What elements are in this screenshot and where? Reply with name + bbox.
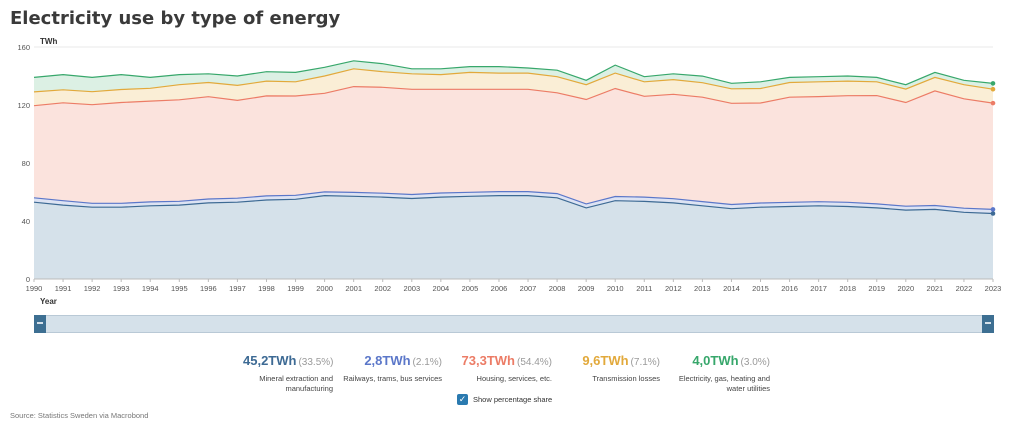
x-tick-label: 2019 bbox=[868, 284, 885, 293]
x-tick-label: 1999 bbox=[287, 284, 304, 293]
x-tick-label: 2003 bbox=[403, 284, 420, 293]
series-line bbox=[33, 191, 994, 210]
legend-label: Electricity, gas, heating and water util… bbox=[678, 374, 770, 393]
legend-percentage: (33.5%) bbox=[298, 357, 334, 368]
series-line bbox=[33, 60, 994, 86]
legend-value-row: 2,8TWh (2.1%) bbox=[342, 352, 442, 370]
legend-item[interactable]: 45,2TWh (33.5%) Mineral extraction and man… bbox=[243, 352, 333, 394]
legend-value: 2,8TWh bbox=[364, 353, 411, 368]
x-tick-label: 2011 bbox=[636, 284, 652, 293]
series-area bbox=[34, 195, 993, 279]
legend-percentage: (2.1%) bbox=[412, 357, 442, 368]
legend-value-row: 4,0TWh (3.0%) bbox=[670, 352, 770, 370]
x-tick-label: 2002 bbox=[374, 284, 391, 293]
checkbox-checked-icon[interactable]: ✓ bbox=[457, 394, 468, 405]
x-tick-label: 2021 bbox=[927, 284, 944, 293]
toggle-label: Show percentage share bbox=[473, 395, 553, 404]
x-tick-label: 2015 bbox=[752, 284, 769, 293]
range-navigator[interactable] bbox=[34, 315, 994, 333]
legend-item[interactable]: 9,6TWh (7.1%) Transmission losses bbox=[570, 352, 660, 384]
x-tick-label: 2013 bbox=[694, 284, 711, 293]
legend-value-row: 45,2TWh (33.5%) bbox=[243, 352, 333, 370]
legend-percentage: (54.4%) bbox=[516, 357, 552, 368]
series-end-marker bbox=[990, 81, 996, 86]
source-note: Source: Statistics Sweden via Macrobond bbox=[10, 411, 149, 420]
series-line bbox=[33, 68, 994, 93]
x-tick-label: 2016 bbox=[781, 284, 798, 293]
x-tick-label: 2001 bbox=[345, 284, 362, 293]
legend-value: 4,0TWh bbox=[692, 353, 739, 368]
legend-item[interactable]: 2,8TWh (2.1%) Railways, trams, bus service… bbox=[342, 352, 442, 384]
x-tick-label: 2000 bbox=[316, 284, 333, 293]
x-tick-label: 1998 bbox=[258, 284, 275, 293]
legend-label: Housing, services, etc. bbox=[476, 374, 552, 383]
legend-value-row: 9,6TWh (7.1%) bbox=[570, 352, 660, 370]
series-area bbox=[34, 60, 993, 92]
percentage-share-toggle[interactable]: ✓ Show percentage share bbox=[457, 394, 552, 405]
series-end-marker bbox=[990, 207, 996, 212]
series-area bbox=[34, 68, 993, 106]
x-tick-label: 2023 bbox=[985, 284, 1002, 293]
x-tick-label: 1997 bbox=[229, 284, 246, 293]
chart-area[interactable]: 0 40 80 120 160 TWh 1990 1991 1992 1993 1994 1995 19… bbox=[0, 0, 1024, 310]
x-tick-label: 2018 bbox=[839, 284, 856, 293]
x-tick-label: 2010 bbox=[607, 284, 624, 293]
x-axis-label: Year bbox=[40, 297, 57, 306]
legend-value: 45,2TWh bbox=[243, 353, 297, 368]
legend-percentage: (7.1%) bbox=[630, 357, 660, 368]
series-area bbox=[34, 86, 993, 210]
y-axis-label: TWh bbox=[40, 37, 57, 46]
navigator-right-handle[interactable] bbox=[982, 315, 994, 333]
legend-label: Mineral extraction and manufacturing bbox=[259, 374, 333, 393]
grip-icon bbox=[37, 322, 43, 324]
series-end-marker bbox=[990, 86, 996, 92]
y-tick-label: 120 bbox=[17, 101, 30, 110]
x-tick-label: 1996 bbox=[200, 284, 217, 293]
x-tick-label: 1993 bbox=[113, 284, 130, 293]
x-tick-label: 2006 bbox=[491, 284, 508, 293]
x-tick-label: 1994 bbox=[142, 284, 159, 293]
x-tick-label: 2012 bbox=[665, 284, 682, 293]
x-tick-label: 2022 bbox=[956, 284, 973, 293]
y-tick-label: 0 bbox=[26, 275, 30, 284]
y-tick-label: 160 bbox=[17, 43, 30, 52]
x-tick-label: 2014 bbox=[723, 284, 740, 293]
legend-label: Transmission losses bbox=[592, 374, 660, 383]
x-tick-label: 2005 bbox=[462, 284, 479, 293]
legend-item[interactable]: 73,3TWh (54.4%) Housing, services, etc. bbox=[452, 352, 552, 384]
series-line bbox=[33, 194, 994, 215]
grip-icon bbox=[985, 322, 991, 324]
x-tick-label: 1995 bbox=[171, 284, 188, 293]
series-area bbox=[34, 191, 993, 214]
y-tick-label: 40 bbox=[22, 217, 30, 226]
legend-value: 9,6TWh bbox=[582, 353, 629, 368]
legend-percentage: (3.0%) bbox=[740, 357, 770, 368]
x-tick-label: 1992 bbox=[84, 284, 101, 293]
x-tick-label: 2017 bbox=[810, 284, 827, 293]
y-tick-label: 80 bbox=[22, 159, 30, 168]
legend-label: Railways, trams, bus services bbox=[343, 374, 442, 383]
series-end-marker bbox=[990, 100, 996, 106]
x-tick-label: 2020 bbox=[897, 284, 914, 293]
legend-value: 73,3TWh bbox=[461, 353, 515, 368]
x-tick-label: 1990 bbox=[26, 284, 43, 293]
legend-item[interactable]: 4,0TWh (3.0%) Electricity, gas, heating an… bbox=[670, 352, 770, 394]
x-tick-label: 2007 bbox=[520, 284, 537, 293]
x-tick-label: 2009 bbox=[578, 284, 595, 293]
x-tick-label: 2004 bbox=[433, 284, 450, 293]
legend-value-row: 73,3TWh (54.4%) bbox=[452, 352, 552, 370]
series-line bbox=[33, 85, 994, 107]
x-tick-label: 1991 bbox=[55, 284, 72, 293]
x-tick-label: 2008 bbox=[549, 284, 566, 293]
chart-title: Electricity use by type of energy bbox=[10, 8, 341, 29]
series-end-marker bbox=[990, 211, 996, 216]
navigator-left-handle[interactable] bbox=[34, 315, 46, 333]
